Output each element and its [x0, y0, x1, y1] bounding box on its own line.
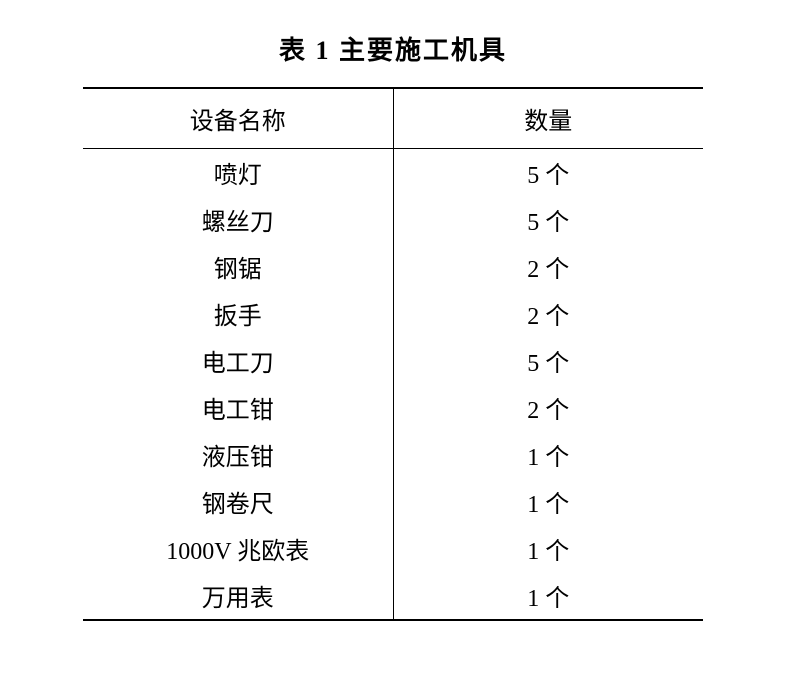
table-row: 电工刀 5 个: [83, 337, 703, 384]
header-quantity: 数量: [393, 88, 703, 149]
header-equipment-name: 设备名称: [83, 88, 393, 149]
table-row: 1000V 兆欧表 1 个: [83, 525, 703, 572]
table-row: 螺丝刀 5 个: [83, 196, 703, 243]
cell-qty: 5 个: [393, 196, 703, 243]
cell-qty: 1 个: [393, 572, 703, 620]
cell-name: 螺丝刀: [83, 196, 393, 243]
cell-qty: 2 个: [393, 384, 703, 431]
cell-qty: 2 个: [393, 290, 703, 337]
cell-qty: 1 个: [393, 478, 703, 525]
table-row: 液压钳 1 个: [83, 431, 703, 478]
cell-name: 电工刀: [83, 337, 393, 384]
cell-name: 钢卷尺: [83, 478, 393, 525]
table-wrapper: 设备名称 数量 喷灯 5 个 螺丝刀 5 个 钢锯 2 个 扳手 2 个 电工刀: [83, 87, 703, 621]
table-row: 万用表 1 个: [83, 572, 703, 620]
cell-name: 万用表: [83, 572, 393, 620]
table-title: 表 1 主要施工机具: [279, 30, 507, 67]
table-row: 扳手 2 个: [83, 290, 703, 337]
cell-name: 钢锯: [83, 243, 393, 290]
cell-name: 喷灯: [83, 149, 393, 197]
table-row: 喷灯 5 个: [83, 149, 703, 197]
cell-name: 电工钳: [83, 384, 393, 431]
cell-qty: 5 个: [393, 149, 703, 197]
cell-qty: 5 个: [393, 337, 703, 384]
table-row: 电工钳 2 个: [83, 384, 703, 431]
table-body: 喷灯 5 个 螺丝刀 5 个 钢锯 2 个 扳手 2 个 电工刀 5 个 电工钳…: [83, 149, 703, 621]
cell-name: 液压钳: [83, 431, 393, 478]
cell-qty: 1 个: [393, 525, 703, 572]
equipment-table: 设备名称 数量 喷灯 5 个 螺丝刀 5 个 钢锯 2 个 扳手 2 个 电工刀: [83, 87, 703, 621]
cell-qty: 1 个: [393, 431, 703, 478]
table-row: 钢卷尺 1 个: [83, 478, 703, 525]
cell-name: 扳手: [83, 290, 393, 337]
table-row: 钢锯 2 个: [83, 243, 703, 290]
table-header-row: 设备名称 数量: [83, 88, 703, 149]
cell-qty: 2 个: [393, 243, 703, 290]
cell-name: 1000V 兆欧表: [83, 525, 393, 572]
